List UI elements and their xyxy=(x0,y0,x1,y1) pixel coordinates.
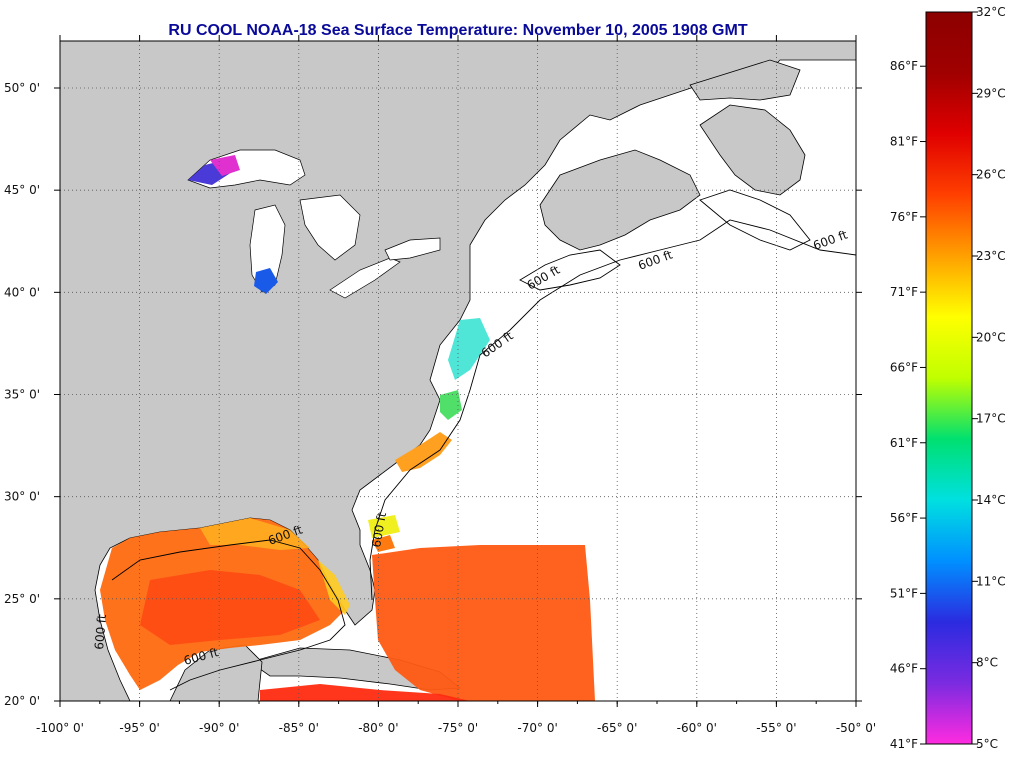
lat-tick-label: 30° 0' xyxy=(4,490,40,504)
colorbar-label-fahrenheit: 76°F xyxy=(890,210,918,224)
lat-tick-label: 20° 0' xyxy=(4,694,40,708)
sst-caribbean xyxy=(260,684,470,701)
lon-tick-label: -85° 0' xyxy=(279,721,319,735)
isobath-gulf xyxy=(111,539,346,691)
map-axes: -100° 0' -95° 0' -90° 0' -85° 0' -80° 0' -75°… xyxy=(4,35,876,735)
colorbar-label-celsius: 11°C xyxy=(976,574,1006,588)
land-maritimes xyxy=(539,149,701,251)
colorbar-label-fahrenheit: 61°F xyxy=(890,436,918,450)
lon-tick-label: -70° 0' xyxy=(517,721,557,735)
sst-lake-superior-pink xyxy=(210,155,240,176)
sst-florida-west-shelf xyxy=(318,560,350,615)
colorbar-label-celsius: 8°C xyxy=(976,656,998,670)
colorbar-label-celsius: 26°C xyxy=(976,168,1006,182)
colorbar-label-celsius: 14°C xyxy=(976,493,1006,507)
lon-tick-label: -55° 0' xyxy=(756,721,796,735)
colorbar-label-fahrenheit: 46°F xyxy=(890,662,918,676)
sst-gulf-stream-yellow xyxy=(368,515,400,538)
colorbar-labels: 32°C 29°C 26°C 23°C 20°C 17°C 14°C 11°C 8°C 5°C 86… xyxy=(890,5,1006,751)
colorbar-label-celsius: 20°C xyxy=(976,330,1006,344)
lon-tick-label: -50° 0' xyxy=(836,721,876,735)
lon-tick-label: -75° 0' xyxy=(438,721,478,735)
lake-huron xyxy=(299,194,361,261)
lat-tick-label: 25° 0' xyxy=(4,592,40,606)
map-title: RU COOL NOAA-18 Sea Surface Temperature:… xyxy=(168,22,748,39)
sst-lake-michigan-south xyxy=(254,268,278,294)
land-north-america xyxy=(60,41,856,701)
colorbar-label-fahrenheit: 41°F xyxy=(890,737,918,751)
sst-south-atlantic-bight xyxy=(395,432,452,472)
colorbar-label-fahrenheit: 66°F xyxy=(890,360,918,374)
isobath-label-florida: 600 ft xyxy=(369,511,389,549)
lat-tick-label: 50° 0' xyxy=(4,81,40,95)
colorbar-label-fahrenheit: 81°F xyxy=(890,135,918,149)
lon-tick-label: -95° 0' xyxy=(119,721,159,735)
isobath-grand-banks xyxy=(699,189,811,251)
colorbar-label-celsius: 32°C xyxy=(976,5,1006,19)
lon-tick-label: -65° 0' xyxy=(597,721,637,735)
lon-tick-label: -60° 0' xyxy=(677,721,717,735)
lat-tick-label: 35° 0' xyxy=(4,387,40,401)
isobath-gulf-of-maine xyxy=(519,249,621,291)
lon-tick-label: -90° 0' xyxy=(199,721,239,735)
graticule xyxy=(60,41,856,701)
colorbar-label-fahrenheit: 86°F xyxy=(890,59,918,73)
sst-gulf-north-shelf xyxy=(200,518,310,550)
sst-florida-current xyxy=(372,535,395,552)
land-labrador xyxy=(689,59,801,101)
isobath-atlantic xyxy=(369,219,856,601)
colorbar-label-fahrenheit: 56°F xyxy=(890,511,918,525)
colorbar-label-celsius: 23°C xyxy=(976,249,1006,263)
lat-tick-label: 45° 0' xyxy=(4,183,40,197)
lake-ontario xyxy=(384,237,441,261)
lon-tick-label: -100° 0' xyxy=(36,721,84,735)
colorbar-label-fahrenheit: 51°F xyxy=(890,586,918,600)
colorbar-label-celsius: 17°C xyxy=(976,412,1006,426)
colorbar xyxy=(925,11,973,745)
sst-shelf-cyan xyxy=(448,318,490,380)
lake-erie xyxy=(329,257,401,299)
map-layers: 600 ft 600 ft 600 ft 600 ft 600 ft 600 f… xyxy=(60,41,856,701)
lat-tick-label: 40° 0' xyxy=(4,285,40,299)
sst-gulf-warmer xyxy=(140,570,320,645)
colorbar-label-celsius: 5°C xyxy=(976,737,998,751)
colorbar-label-celsius: 29°C xyxy=(976,86,1006,100)
land-newfoundland xyxy=(699,104,806,196)
sst-atlantic-subtropics xyxy=(372,545,595,701)
colorbar-label-fahrenheit: 71°F xyxy=(890,285,918,299)
lon-tick-label: -80° 0' xyxy=(358,721,398,735)
sst-hatteras-green xyxy=(440,390,462,420)
isobath-label-west-carib: 600 ft xyxy=(92,613,109,650)
